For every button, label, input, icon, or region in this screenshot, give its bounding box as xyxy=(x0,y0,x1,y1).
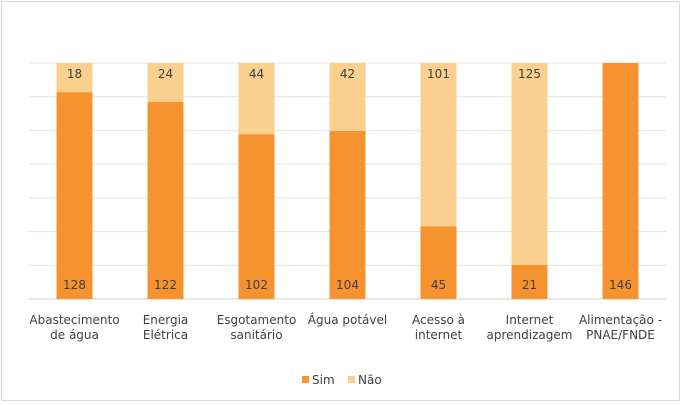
data-label-nao: 125 xyxy=(518,67,541,81)
data-label-nao: 18 xyxy=(67,67,82,81)
category-label: de água xyxy=(50,328,99,342)
data-label-nao: 42 xyxy=(340,67,355,81)
category-label: Água potável xyxy=(308,312,387,327)
data-label-sim: 21 xyxy=(522,278,537,292)
legend-swatch xyxy=(348,376,355,383)
bar-sim xyxy=(420,226,457,299)
chart-frame: 128 18 Abastecimento de água 122 24 Energia Elé… xyxy=(1,1,680,401)
bar-sim xyxy=(238,134,275,299)
category-label: PNAE/FNDE xyxy=(586,328,655,342)
category-label: Energia xyxy=(143,313,189,327)
data-label-sim: 104 xyxy=(336,278,359,292)
legend-label: Sim xyxy=(312,373,335,387)
category-label: Internet xyxy=(506,313,554,327)
data-label-sim: 102 xyxy=(245,278,268,292)
category-label: Acesso à xyxy=(412,313,465,327)
data-label-sim: 45 xyxy=(431,278,446,292)
bar-nao xyxy=(238,63,275,135)
category-label: internet xyxy=(415,328,463,342)
bar-nao xyxy=(420,63,457,227)
bar-sim xyxy=(602,63,639,299)
category-label: Esgotamento xyxy=(217,313,297,327)
data-label-sim: 146 xyxy=(609,278,632,292)
data-label-nao: 44 xyxy=(249,67,264,81)
category-label: Abastecimento xyxy=(29,313,119,327)
category-label: aprendizagem xyxy=(487,328,573,342)
data-label-sim: 128 xyxy=(63,278,86,292)
bar-nao xyxy=(56,63,93,93)
category-label: Alimentação - xyxy=(579,313,662,327)
data-label-sim: 122 xyxy=(154,278,177,292)
bar-nao xyxy=(329,63,366,131)
legend-label: Não xyxy=(358,373,382,387)
data-label-nao: 24 xyxy=(158,67,173,81)
bar-nao xyxy=(147,63,184,102)
bar-sim xyxy=(511,265,548,299)
bar-nao xyxy=(511,63,548,266)
bar-sim xyxy=(329,130,366,299)
category-label: Elétrica xyxy=(143,328,188,342)
data-label-nao: 101 xyxy=(427,67,450,81)
legend-swatch xyxy=(302,376,309,383)
bar-sim xyxy=(56,92,93,300)
bar-sim xyxy=(147,101,184,299)
category-label: sanitário xyxy=(230,328,282,342)
